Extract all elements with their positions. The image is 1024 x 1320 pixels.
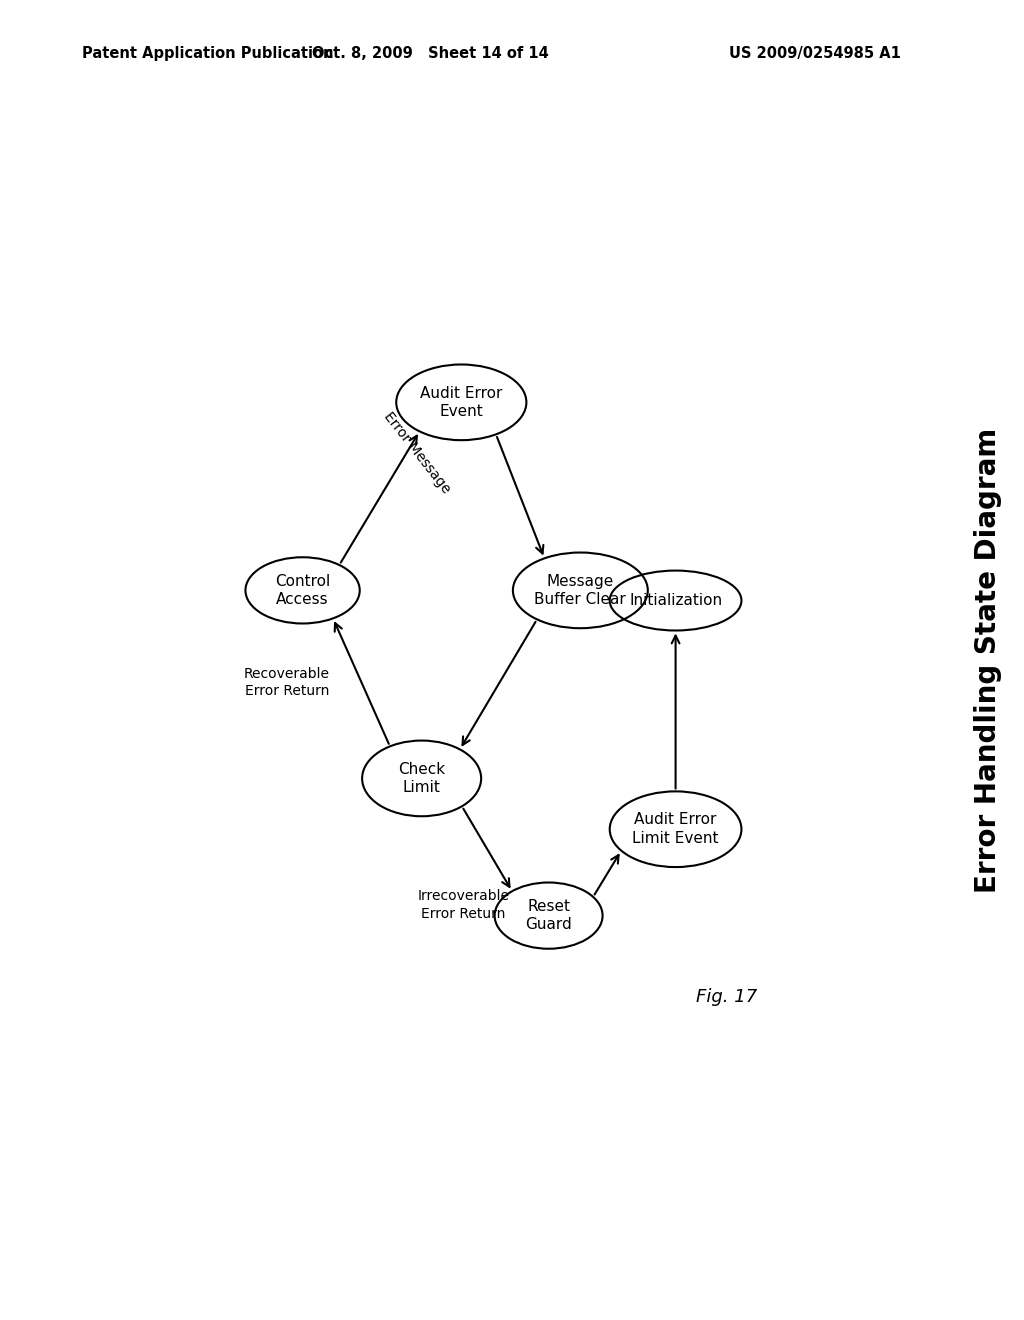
- Text: US 2009/0254985 A1: US 2009/0254985 A1: [729, 46, 901, 61]
- Text: Audit Error
Limit Event: Audit Error Limit Event: [633, 812, 719, 846]
- Text: Error Message: Error Message: [381, 409, 453, 496]
- Text: Audit Error
Event: Audit Error Event: [420, 385, 503, 420]
- Text: Oct. 8, 2009   Sheet 14 of 14: Oct. 8, 2009 Sheet 14 of 14: [311, 46, 549, 61]
- Text: Control
Access: Control Access: [275, 574, 330, 607]
- Text: Recoverable
Error Return: Recoverable Error Return: [244, 667, 330, 698]
- Text: Reset
Guard: Reset Guard: [525, 899, 572, 932]
- Text: Irrecoverable
Error Return: Irrecoverable Error Return: [417, 890, 509, 921]
- Text: Fig. 17: Fig. 17: [696, 987, 758, 1006]
- Text: Check
Limit: Check Limit: [398, 762, 445, 795]
- Text: Message
Buffer Clear: Message Buffer Clear: [535, 574, 627, 607]
- Text: Patent Application Publication: Patent Application Publication: [82, 46, 334, 61]
- Text: Error Handling State Diagram: Error Handling State Diagram: [974, 428, 1002, 892]
- Text: Initialization: Initialization: [629, 593, 722, 609]
